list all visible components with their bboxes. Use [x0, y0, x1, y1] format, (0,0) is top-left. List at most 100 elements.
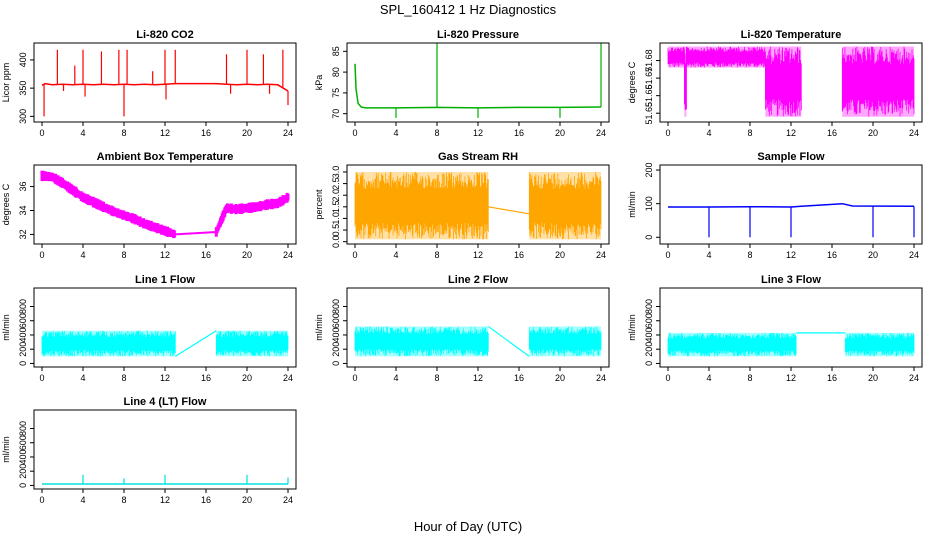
x-tick-label: 8 [121, 495, 126, 505]
x-tick-label: 8 [434, 250, 439, 260]
panel-title: Gas Stream RH [438, 151, 518, 163]
y-tick-label: 51.65 [644, 102, 654, 125]
plot-area [41, 330, 289, 357]
y-tick-label: 70 [331, 109, 341, 119]
y-axis-label: degrees C [627, 61, 637, 103]
x-tick-label: 16 [201, 495, 211, 505]
y-axis-label: Licor ppm [1, 63, 11, 103]
y-tick-label: 0 [18, 483, 28, 488]
x-tick-label: 24 [283, 250, 293, 260]
y-axis-label: ml/min [627, 314, 637, 341]
x-tick-label: 8 [747, 373, 752, 383]
x-tick-label: 4 [706, 373, 711, 383]
data-strokes [528, 172, 602, 240]
y-tick-label: 32 [18, 229, 28, 239]
x-tick-label: 24 [909, 250, 919, 260]
y-tick-label: 200 [644, 342, 654, 357]
y-tick-label: 51.66 [644, 84, 654, 107]
y-tick-label: 0 [331, 361, 341, 366]
panel-title: Sample Flow [757, 151, 825, 163]
x-tick-label: 0 [352, 373, 357, 383]
plot-area [667, 46, 915, 117]
y-tick-label: 51.68 [644, 49, 654, 72]
y-tick-label: 600 [18, 313, 28, 328]
x-tick-label: 12 [473, 128, 483, 138]
panel-title: Line 3 Flow [761, 274, 821, 286]
y-tick-label: 600 [18, 435, 28, 450]
x-tick-label: 16 [201, 128, 211, 138]
y-tick-label: 0 [644, 235, 654, 240]
gap-line [487, 325, 530, 357]
x-tick-label: 12 [786, 373, 796, 383]
x-tick-label: 12 [160, 373, 170, 383]
x-tick-label: 20 [242, 495, 252, 505]
x-tick-label: 12 [473, 250, 483, 260]
x-tick-label: 0 [665, 373, 670, 383]
panel-2: Li-820 Pressure kPa 0 4 8 12 16 20 24 70 75 80 85 [314, 29, 610, 138]
y-tick-label: 80 [331, 67, 341, 77]
plot-area [354, 171, 602, 240]
x-tick-label: 16 [514, 250, 524, 260]
y-tick-label: 400 [18, 52, 28, 67]
x-tick-label: 24 [283, 128, 293, 138]
data-strokes [354, 326, 489, 357]
y-tick-label: 200 [18, 464, 28, 479]
y-tick-label: 800 [644, 299, 654, 314]
x-tick-label: 8 [747, 250, 752, 260]
x-tick-label: 24 [909, 373, 919, 383]
y-tick-label: 0 [644, 361, 654, 366]
y-tick-label: 600 [644, 313, 654, 328]
x-tick-label: 4 [80, 128, 85, 138]
x-tick-label: 24 [909, 128, 919, 138]
x-tick-label: 20 [242, 250, 252, 260]
y-tick-label: 85 [331, 46, 341, 56]
x-tick-label: 8 [747, 128, 752, 138]
x-tick-label: 24 [283, 373, 293, 383]
x-tick-label: 24 [596, 128, 606, 138]
panel-title: Li-820 Temperature [741, 29, 842, 41]
panel-title: Line 1 Flow [135, 274, 195, 286]
x-tick-label: 8 [434, 128, 439, 138]
x-tick-label: 0 [352, 128, 357, 138]
data-strokes [667, 47, 685, 67]
data-strokes [354, 172, 489, 240]
plot-area [667, 332, 915, 357]
x-tick-label: 8 [434, 373, 439, 383]
x-tick-label: 12 [160, 128, 170, 138]
x-tick-label: 4 [393, 250, 398, 260]
x-tick-label: 0 [39, 495, 44, 505]
x-tick-label: 0 [39, 250, 44, 260]
x-tick-label: 4 [393, 373, 398, 383]
y-tick-label: 300 [18, 109, 28, 124]
x-tick-label: 0 [665, 128, 670, 138]
x-tick-label: 20 [242, 128, 252, 138]
panel-4: Ambient Box Temperature degrees C 0 4 8 12 16 2… [1, 151, 297, 260]
y-tick-label: 200 [644, 162, 654, 177]
plot-area [42, 474, 289, 485]
x-tick-label: 8 [121, 128, 126, 138]
y-axis-label: ml/min [1, 436, 11, 463]
data-series-line [41, 174, 289, 236]
y-tick-label: 0.0 [331, 235, 341, 248]
y-tick-label: 600 [331, 313, 341, 328]
data-strokes [684, 46, 687, 110]
x-tick-label: 0 [352, 250, 357, 260]
plot-area [354, 43, 602, 118]
x-tick-label: 0 [39, 128, 44, 138]
panel-title: Ambient Box Temperature [97, 151, 234, 163]
plot-area [354, 325, 602, 357]
y-tick-label: 400 [644, 327, 654, 342]
y-tick-label: 1.0 [331, 212, 341, 225]
data-strokes [215, 330, 289, 357]
y-tick-label: 75 [331, 88, 341, 98]
panel-title: Li-820 Pressure [437, 29, 519, 41]
x-tick-label: 16 [514, 128, 524, 138]
panel-8: Line 2 Flow ml/min 0 4 8 12 16 20 24 0 20040060080… [314, 274, 610, 383]
x-tick-label: 4 [706, 250, 711, 260]
y-axis-label: percent [314, 189, 324, 220]
x-tick-label: 24 [596, 250, 606, 260]
x-tick-label: 16 [201, 373, 211, 383]
x-tick-label: 16 [827, 128, 837, 138]
y-axis-label: ml/min [314, 314, 324, 341]
